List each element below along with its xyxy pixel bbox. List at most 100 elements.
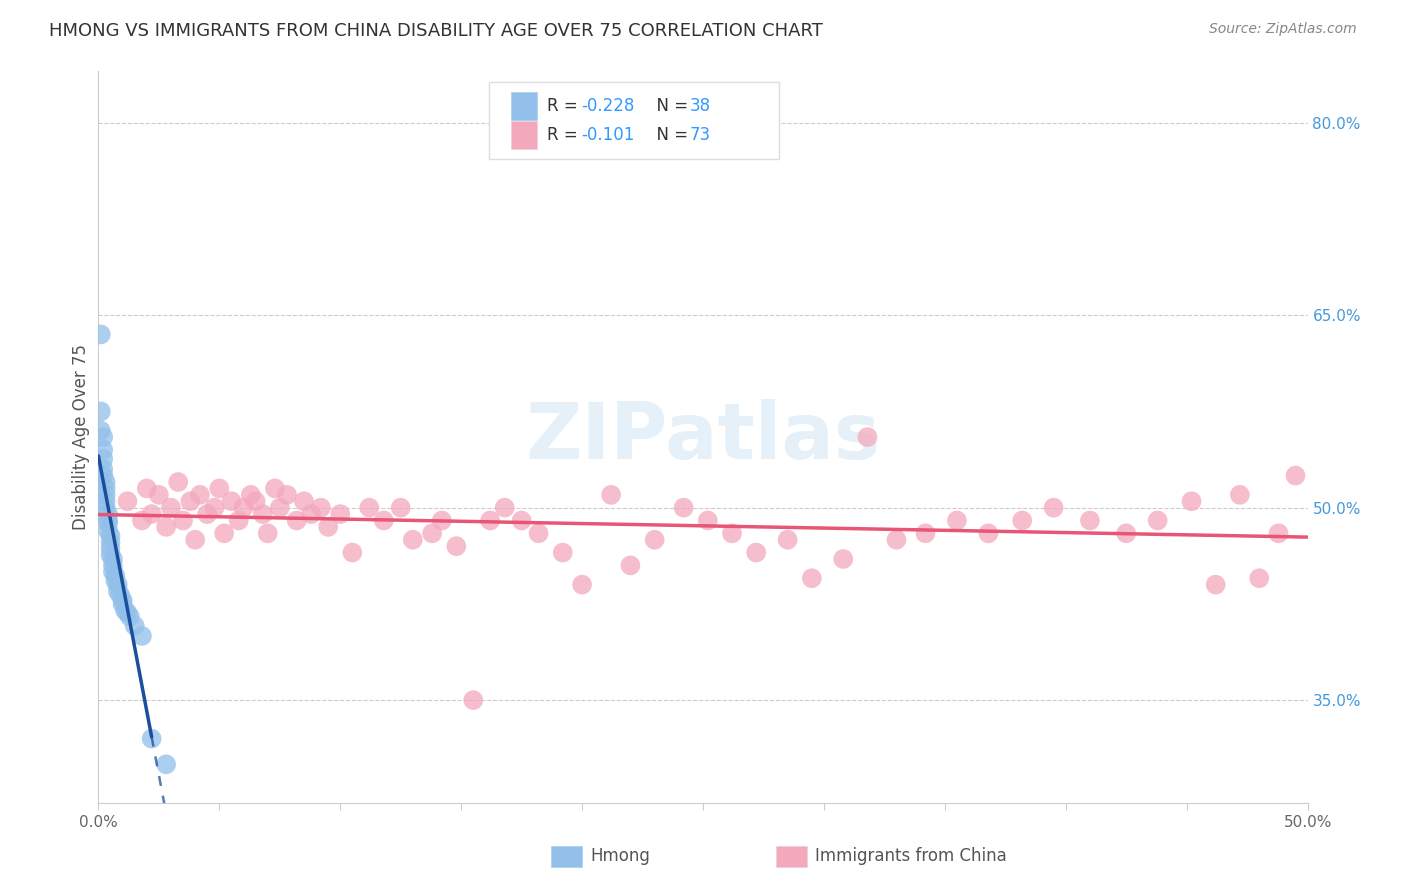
- Point: [91, 462, 114, 476]
- Point: [97, 524, 120, 538]
- Point: [299, 507, 322, 521]
- Point: [100, 535, 122, 549]
- Point: [776, 533, 799, 547]
- Point: [856, 430, 879, 444]
- Point: [91, 430, 114, 444]
- Point: [101, 565, 124, 579]
- Point: [188, 488, 211, 502]
- Point: [402, 533, 425, 547]
- Point: [316, 520, 339, 534]
- Point: [430, 514, 453, 528]
- Point: [212, 526, 235, 541]
- Point: [1205, 577, 1227, 591]
- Text: Immigrants from China: Immigrants from China: [815, 847, 1007, 865]
- Point: [118, 609, 141, 624]
- Point: [329, 507, 352, 521]
- Point: [832, 552, 855, 566]
- Text: -0.228: -0.228: [581, 96, 634, 115]
- Point: [977, 526, 1000, 541]
- FancyBboxPatch shape: [510, 121, 537, 149]
- Point: [239, 488, 262, 502]
- Point: [946, 514, 969, 528]
- Point: [1042, 500, 1064, 515]
- Point: [108, 588, 131, 602]
- Point: [373, 514, 395, 528]
- Point: [155, 520, 177, 534]
- Point: [221, 494, 243, 508]
- Point: [135, 482, 157, 496]
- Point: [111, 593, 134, 607]
- Point: [107, 584, 129, 599]
- Point: [97, 507, 120, 521]
- Point: [389, 500, 412, 515]
- Point: [446, 539, 468, 553]
- Point: [91, 468, 114, 483]
- Point: [94, 494, 117, 508]
- Point: [114, 603, 136, 617]
- Text: 73: 73: [690, 126, 711, 144]
- Point: [359, 500, 381, 515]
- Point: [479, 514, 502, 528]
- Text: R =: R =: [547, 126, 583, 144]
- Point: [494, 500, 516, 515]
- Point: [117, 494, 139, 508]
- Point: [90, 404, 112, 418]
- Point: [1229, 488, 1251, 502]
- Point: [155, 757, 177, 772]
- Point: [107, 577, 129, 591]
- Point: [644, 533, 666, 547]
- Point: [228, 514, 250, 528]
- Point: [101, 552, 124, 566]
- Point: [800, 571, 823, 585]
- Point: [721, 526, 744, 541]
- Point: [1146, 514, 1168, 528]
- Point: [208, 482, 231, 496]
- Point: [1180, 494, 1202, 508]
- FancyBboxPatch shape: [489, 82, 779, 159]
- Point: [148, 488, 170, 502]
- Point: [232, 500, 254, 515]
- Point: [1078, 514, 1101, 528]
- Point: [184, 533, 207, 547]
- Point: [672, 500, 695, 515]
- Point: [97, 516, 120, 530]
- Point: [745, 545, 768, 559]
- Point: [551, 545, 574, 559]
- Y-axis label: Disability Age Over 75: Disability Age Over 75: [72, 344, 90, 530]
- Point: [1249, 571, 1271, 585]
- Point: [1115, 526, 1137, 541]
- Point: [600, 488, 623, 502]
- Point: [100, 541, 122, 556]
- Point: [160, 500, 183, 515]
- Point: [94, 482, 117, 496]
- Point: [94, 488, 117, 502]
- Point: [1284, 468, 1306, 483]
- Point: [914, 526, 936, 541]
- Point: [172, 514, 194, 528]
- Point: [179, 494, 201, 508]
- Point: [141, 731, 163, 746]
- Text: -0.101: -0.101: [581, 126, 634, 144]
- Text: Source: ZipAtlas.com: Source: ZipAtlas.com: [1209, 22, 1357, 37]
- Point: [309, 500, 332, 515]
- Point: [527, 526, 550, 541]
- Point: [420, 526, 443, 541]
- Point: [91, 451, 114, 466]
- Point: [111, 597, 134, 611]
- Text: N =: N =: [647, 126, 693, 144]
- Point: [252, 507, 274, 521]
- Point: [269, 500, 291, 515]
- Point: [285, 514, 308, 528]
- Point: [1267, 526, 1289, 541]
- Point: [510, 514, 533, 528]
- Point: [100, 548, 122, 562]
- Point: [886, 533, 908, 547]
- Point: [90, 424, 112, 438]
- Text: HMONG VS IMMIGRANTS FROM CHINA DISABILITY AGE OVER 75 CORRELATION CHART: HMONG VS IMMIGRANTS FROM CHINA DISABILIT…: [49, 22, 823, 40]
- Text: N =: N =: [647, 96, 693, 115]
- Point: [124, 618, 146, 632]
- Point: [104, 574, 127, 588]
- Point: [131, 629, 153, 643]
- Point: [264, 482, 287, 496]
- Point: [90, 327, 112, 342]
